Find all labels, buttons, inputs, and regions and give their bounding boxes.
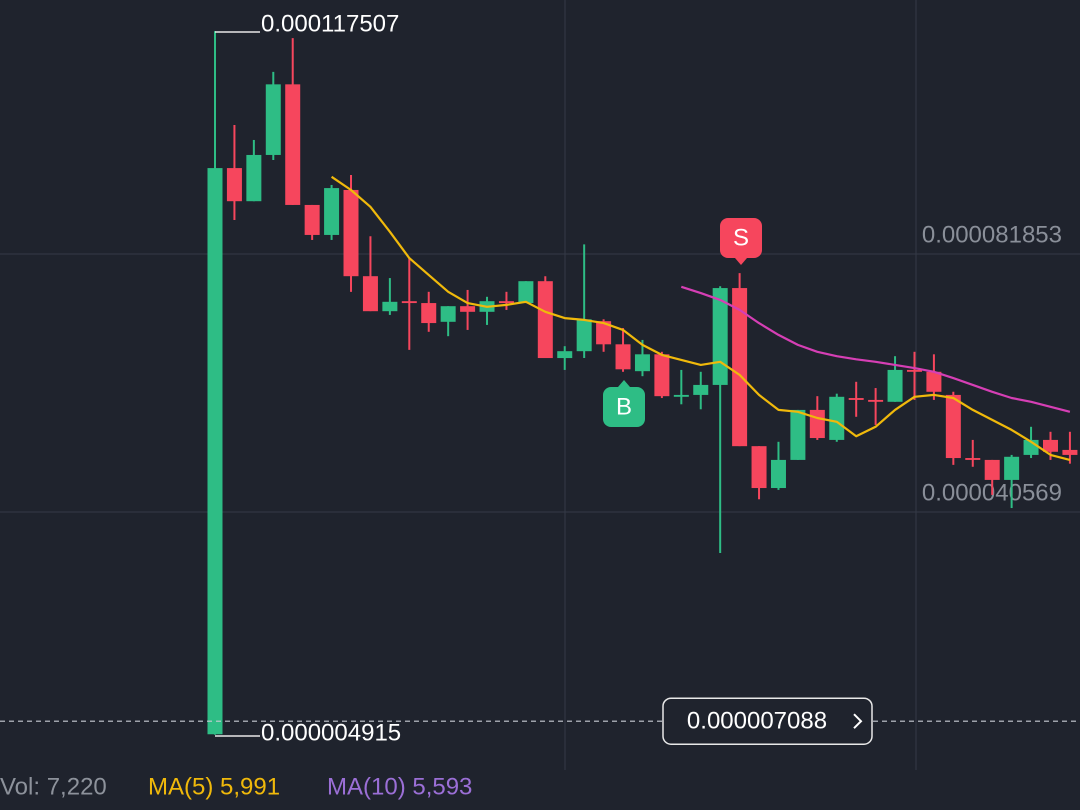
candle-body: [518, 281, 534, 304]
candle-body: [460, 306, 476, 312]
y-tick-label: 0.000081853: [922, 221, 1062, 248]
candle-body: [654, 354, 670, 397]
candle-body: [362, 276, 378, 312]
candle-body: [945, 394, 961, 459]
candle-body: [1004, 456, 1020, 480]
marker-box: [603, 387, 645, 427]
marker-pointer: [618, 380, 630, 387]
volume-legend-item: MA(5) 5,991: [148, 773, 280, 800]
overlay: 0.000007088 B S: [0, 218, 1080, 745]
marker-label: B: [616, 393, 632, 420]
candle-body: [809, 409, 825, 439]
ma-lines: [330, 175, 1071, 461]
candle-body: [732, 288, 748, 447]
candle-body: [324, 188, 340, 235]
candle-body: [421, 303, 437, 324]
ma-line: [330, 175, 1071, 461]
candle-body: [634, 354, 650, 372]
candle-body: [207, 168, 223, 735]
candle-body: [615, 344, 631, 370]
marker-label: S: [733, 224, 749, 251]
candle-body: [265, 84, 281, 155]
candle-body: [343, 189, 359, 277]
candle-body: [246, 154, 262, 202]
volume-legend-item: MA(10) 5,593: [327, 773, 472, 800]
candle-body: [887, 369, 903, 402]
candle-body: [790, 409, 806, 460]
candle-body: [984, 459, 1000, 480]
trade-marker: B: [603, 380, 645, 427]
last-price-tag[interactable]: [662, 697, 873, 745]
candle-body: [440, 306, 456, 322]
candle-body: [557, 351, 573, 359]
candle-body: [965, 458, 981, 460]
volume-legend-item: Vol: 7,220: [0, 773, 107, 800]
candle-body: [848, 398, 864, 400]
candle-body: [906, 369, 922, 372]
min-label: 0.000004915: [261, 719, 401, 746]
candle-body: [285, 84, 301, 205]
trade-marker: S: [720, 218, 762, 265]
candle-body: [1042, 439, 1058, 452]
candle-body: [926, 371, 942, 392]
candle-body: [226, 168, 242, 202]
grid: [0, 253, 1080, 513]
candle-body: [596, 321, 612, 345]
candle-body: [829, 396, 845, 440]
marker-box: [720, 218, 762, 258]
ma-line: [680, 285, 1071, 413]
candle-body: [693, 384, 709, 395]
last-price-label[interactable]: 0.000007088: [687, 708, 827, 735]
volume-legend: Vol: 7,220 MA(5) 5,991 MA(10) 5,593: [0, 773, 472, 800]
candle-body: [382, 301, 398, 312]
candle-body: [868, 399, 884, 402]
candle-body: [1062, 449, 1078, 455]
candle-body: [537, 281, 553, 359]
candle-body: [712, 288, 728, 385]
max-label: 0.000117507: [261, 10, 399, 37]
candle-body: [498, 301, 514, 304]
candle-body: [576, 319, 592, 352]
marker-pointer: [735, 258, 747, 265]
candle-body: [770, 459, 786, 489]
candle-body: [401, 301, 417, 304]
last-price-chevron[interactable]: [853, 713, 863, 729]
candle-body: [304, 204, 320, 235]
candle-body: [673, 394, 689, 397]
candle-body: [751, 446, 767, 489]
